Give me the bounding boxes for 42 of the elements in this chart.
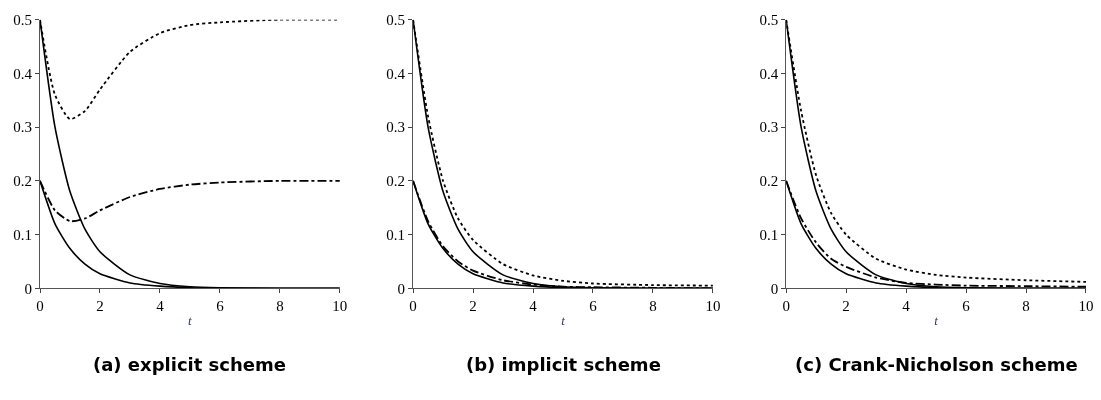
x-tick-label: 2	[469, 298, 477, 315]
y-tick-label: 0.2	[759, 173, 779, 190]
x-tick-label: 8	[1022, 298, 1030, 315]
x-tick-label: 0	[782, 298, 790, 315]
x-tick-label: 2	[96, 298, 104, 315]
y-tick-label: 0.2	[386, 173, 406, 190]
y-tick-label: 0	[770, 280, 779, 297]
y-tick-label: 0.4	[759, 65, 779, 82]
x-tick-label: 8	[649, 298, 657, 315]
x-tick-label: 4	[529, 298, 538, 315]
x-tick-label: 4	[902, 298, 911, 315]
text: (c) Crank-Nicholson scheme	[795, 354, 1078, 375]
y-tick-label: 0.4	[386, 65, 406, 82]
x-tick-label: 8	[276, 298, 284, 315]
x-tick-label: 4	[156, 298, 165, 315]
y-tick-label: 0	[397, 280, 406, 297]
text: (a) explicit scheme	[93, 354, 286, 375]
x-tick-label: 0	[36, 298, 44, 315]
x-tick-label: 10	[332, 298, 348, 315]
y-tick-label: 0.4	[13, 65, 33, 82]
x-tick-label: 6	[589, 298, 598, 315]
y-tick-label: 0.3	[386, 119, 406, 136]
text: (b) implicit scheme	[466, 354, 661, 375]
y-tick-label: 0.5	[759, 11, 779, 28]
x-tick-label: 6	[962, 298, 971, 315]
x-tick-label: 2	[842, 298, 850, 315]
y-tick-label: 0.2	[13, 173, 32, 190]
x-tick-label: 10	[1078, 298, 1094, 315]
y-tick-label: 0.3	[13, 119, 32, 136]
x-axis-title: t	[188, 312, 193, 328]
y-tick-label: 0.1	[386, 226, 406, 243]
y-tick-label: 0.5	[386, 11, 406, 28]
x-tick-label: 0	[409, 298, 417, 315]
y-tick-label: 0	[24, 280, 32, 297]
x-tick-label: 10	[705, 298, 721, 315]
x-axis-title: t	[934, 312, 939, 328]
x-tick-label: 6	[216, 298, 225, 315]
x-axis-title: t	[561, 312, 566, 328]
y-tick-label: 0.3	[759, 119, 779, 136]
y-tick-label: 0.1	[13, 226, 32, 243]
y-tick-label: 0.1	[759, 226, 779, 243]
y-tick-label: 0.5	[13, 11, 32, 28]
